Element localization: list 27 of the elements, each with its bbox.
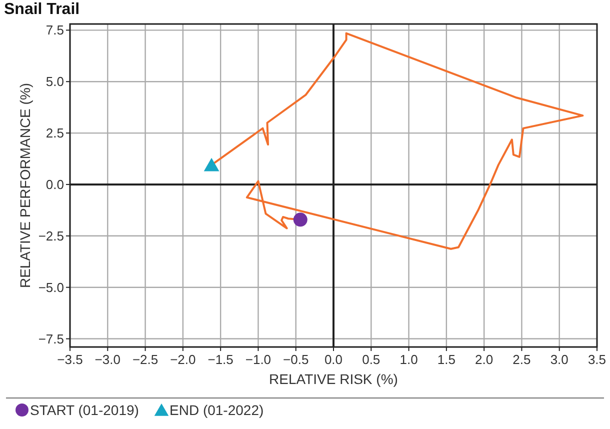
x-tick-label: 1.0 xyxy=(400,352,418,367)
legend-label: START (01-2019) xyxy=(30,402,139,418)
x-tick-label: 0.5 xyxy=(362,352,380,367)
x-axis-title: RELATIVE RISK (%) xyxy=(269,371,398,387)
x-tick-label: 1.5 xyxy=(437,352,456,367)
x-tick-label: −0.5 xyxy=(283,352,309,367)
legend-label: END (01-2022) xyxy=(170,402,264,418)
x-tick-label: −3.0 xyxy=(94,352,120,367)
x-tick-label: 3.0 xyxy=(550,352,568,367)
y-tick-label: 2.5 xyxy=(46,126,64,141)
y-tick-label: −7.5 xyxy=(38,331,64,346)
x-tick-label: 2.0 xyxy=(475,352,494,367)
x-tick-label: −3.5 xyxy=(57,352,83,367)
y-tick-label: −5.0 xyxy=(38,280,64,295)
x-tick-label: −1.5 xyxy=(208,352,234,367)
x-tick-label: −2.0 xyxy=(170,352,196,367)
x-tick-label: −2.5 xyxy=(132,352,158,367)
y-tick-label: 7.5 xyxy=(46,22,64,38)
x-tick-label: −1.0 xyxy=(245,352,272,367)
y-tick-label: 5.0 xyxy=(46,74,64,90)
y-tick-label: 0.0 xyxy=(46,176,64,192)
y-axis-title: RELATIVE PERFORMANCE (%) xyxy=(17,82,33,288)
y-tick-label: −2.5 xyxy=(38,228,64,244)
x-tick-label: 0.0 xyxy=(324,352,343,367)
x-tick-label: 2.5 xyxy=(512,352,531,367)
chart-title: Snail Trail xyxy=(4,1,80,18)
x-tick-label: 3.5 xyxy=(588,352,606,367)
